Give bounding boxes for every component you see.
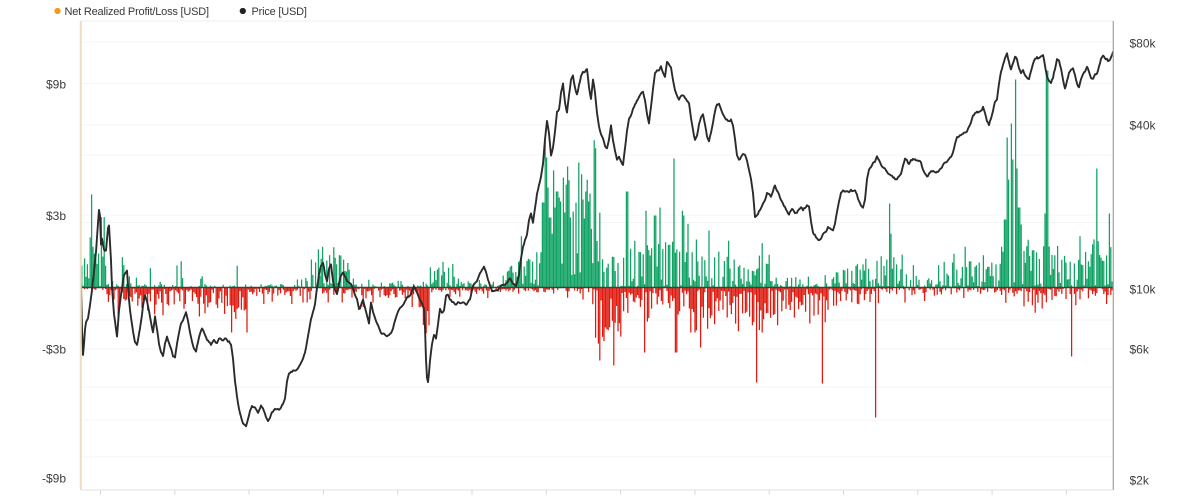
svg-text:$3b: $3b — [46, 209, 66, 223]
svg-text:$10k: $10k — [1130, 282, 1157, 296]
svg-text:$9b: $9b — [46, 77, 66, 91]
svg-text:$6k: $6k — [1130, 342, 1150, 356]
svg-text:$40k: $40k — [1130, 118, 1157, 132]
svg-text:Price [USD]: Price [USD] — [252, 6, 307, 18]
svg-text:-$3b: -$3b — [42, 342, 66, 356]
svg-text:$2k: $2k — [1130, 473, 1150, 487]
svg-text:Net Realized Profit/Loss [USD]: Net Realized Profit/Loss [USD] — [65, 6, 210, 18]
svg-text:-$9b: -$9b — [42, 471, 66, 485]
svg-text:$80k: $80k — [1130, 36, 1157, 50]
